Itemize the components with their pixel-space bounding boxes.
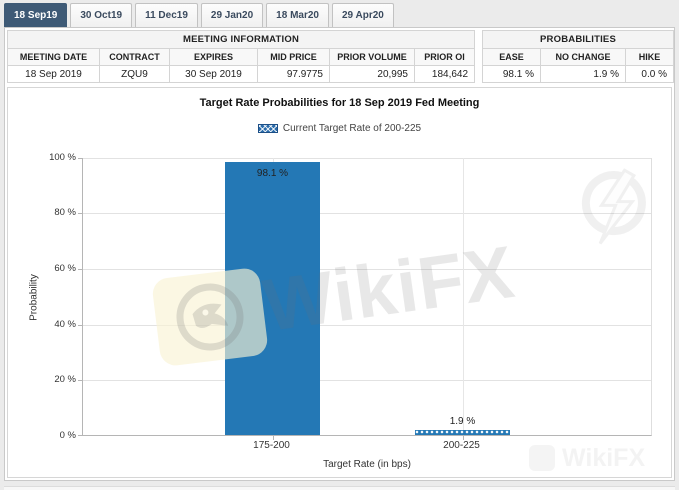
x-category-175-200: 175-200: [253, 440, 290, 451]
y-tickmark: [78, 435, 82, 436]
meeting-information-values: 18 Sep 2019 ZQU9 30 Sep 2019 97.9775 20,…: [7, 65, 476, 83]
bar-value-label-175-200: 98.1 %: [256, 168, 289, 180]
bar-200-225-current-rate: [415, 429, 510, 435]
meeting-information-columns: MEETING DATE CONTRACT EXPIRES MID PRICE …: [7, 48, 476, 66]
tab-11-dec19[interactable]: 11 Dec19: [135, 3, 198, 27]
col-hike: HIKE: [625, 48, 674, 66]
gridline-100: [83, 158, 651, 159]
gridline-20: [83, 380, 651, 381]
col-no-change: NO CHANGE: [540, 48, 626, 66]
gridline-40: [83, 325, 651, 326]
y-tickmark: [78, 269, 82, 270]
y-tickmark: [78, 380, 82, 381]
target-rate-chart: Target Rate Probabilities for 18 Sep 201…: [7, 87, 672, 478]
col-prior-oi: PRIOR OI: [413, 48, 476, 66]
y-tickmark: [78, 213, 82, 214]
meeting-information-header: MEETING INFORMATION: [6, 30, 476, 49]
col-expires: EXPIRES: [169, 48, 258, 66]
x-axis-title: Target Rate (in bps): [323, 459, 411, 470]
legend-label: Current Target Rate of 200-225: [282, 123, 422, 134]
meeting-date-tabbar: 18 Sep19 30 Oct19 11 Dec19 29 Jan20 18 M…: [4, 3, 397, 27]
y-tick-80: 80 %: [54, 207, 76, 218]
bar-slot-200-225: 1.9 %: [415, 158, 510, 435]
col-prior-volume: PRIOR VOLUME: [329, 48, 415, 66]
probabilities-title: PROBABILITIES: [482, 30, 674, 49]
y-tick-20: 20 %: [54, 374, 76, 385]
plot-area: 98.1 % 1.9 %: [78, 158, 652, 440]
y-tick-0: 0 %: [59, 430, 76, 441]
tab-18-mar20[interactable]: 18 Mar20: [266, 3, 329, 27]
gridline-cat-200-225: [463, 158, 464, 435]
bar-175-200: [225, 162, 320, 435]
tab-18-sep19[interactable]: 18 Sep19: [4, 3, 68, 27]
prior-volume-value: 20,995: [329, 65, 415, 83]
y-tickmark: [78, 325, 82, 326]
col-contract: CONTRACT: [99, 48, 170, 66]
gridline-80: [83, 213, 651, 214]
tab-29-apr20[interactable]: 29 Apr20: [331, 3, 394, 27]
meeting-information-title: MEETING INFORMATION: [6, 30, 476, 49]
col-meeting-date: MEETING DATE: [7, 48, 100, 66]
col-ease: EASE: [482, 48, 541, 66]
legend-swatch-crosshatch: [257, 124, 278, 133]
bottom-strip: [4, 486, 675, 490]
expires-value: 30 Sep 2019: [169, 65, 258, 83]
y-tickmark: [78, 158, 82, 159]
probabilities-values: 98.1 % 1.9 % 0.0 %: [482, 65, 674, 83]
col-mid-price: MID PRICE: [257, 48, 330, 66]
probabilities-header: PROBABILITIES: [482, 30, 674, 49]
tab-30-oct19[interactable]: 30 Oct19: [70, 3, 133, 27]
tab-29-jan20[interactable]: 29 Jan20: [200, 3, 264, 27]
hike-value: 0.0 %: [625, 65, 674, 83]
chart-legend: Current Target Rate of 200-225: [8, 123, 671, 134]
gridline-60: [83, 269, 651, 270]
ease-value: 98.1 %: [482, 65, 541, 83]
probabilities-table: PROBABILITIES EASE NO CHANGE HIKE 98.1 %…: [482, 30, 674, 83]
x-tickmark: [273, 436, 274, 440]
y-tick-100: 100 %: [49, 152, 76, 163]
bar-slot-175-200: 98.1 %: [225, 158, 320, 435]
no-change-value: 1.9 %: [540, 65, 626, 83]
x-category-200-225: 200-225: [443, 440, 480, 451]
y-tick-40: 40 %: [54, 319, 76, 330]
chart-title: Target Rate Probabilities for 18 Sep 201…: [199, 97, 480, 109]
mid-price-value: 97.9775: [257, 65, 330, 83]
y-tick-60: 60 %: [54, 263, 76, 274]
x-tickmark: [463, 436, 464, 440]
probabilities-columns: EASE NO CHANGE HIKE: [482, 48, 674, 66]
meeting-date-value: 18 Sep 2019: [7, 65, 100, 83]
main-panel: MEETING INFORMATION MEETING DATE CONTRAC…: [4, 27, 675, 481]
bar-value-label-200-225: 1.9 %: [449, 415, 476, 427]
meeting-information-table: MEETING INFORMATION MEETING DATE CONTRAC…: [6, 30, 476, 83]
prior-oi-value: 184,642: [413, 65, 476, 83]
contract-value: ZQU9: [99, 65, 170, 83]
